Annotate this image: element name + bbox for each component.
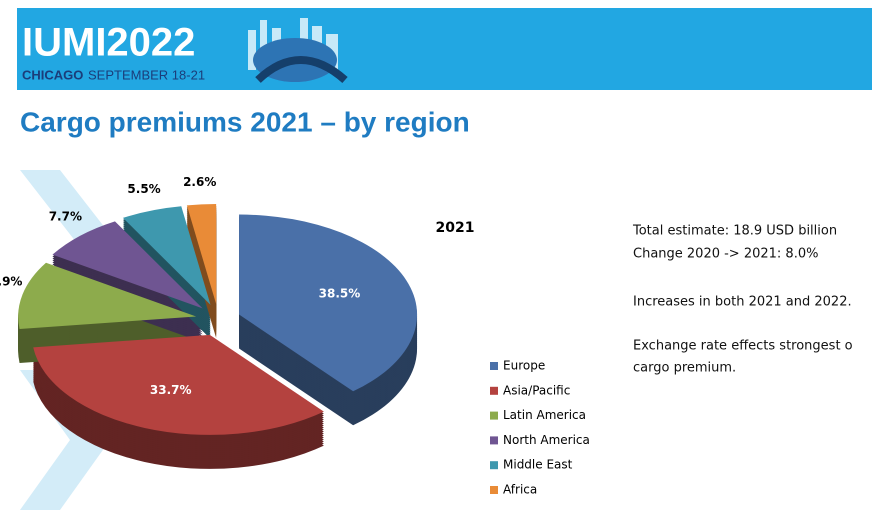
slice	[18, 262, 197, 330]
note-line: Total estimate: 18.9 USD billion	[632, 224, 837, 239]
legend-swatch	[490, 436, 498, 445]
slice	[239, 214, 418, 392]
legend-label: Latin America	[503, 408, 586, 422]
data-label: 2.6%	[183, 175, 216, 189]
slice	[52, 221, 203, 309]
slice	[186, 204, 217, 305]
slice	[122, 206, 211, 305]
slide-title: Cargo premiums 2021 – by region	[20, 106, 470, 137]
legend-swatch	[490, 362, 498, 370]
legend-swatch	[490, 386, 498, 395]
legend-label: Europe	[503, 359, 545, 373]
legend-swatch	[490, 411, 498, 420]
legend-swatch	[490, 461, 498, 470]
note-line: Increases in both 2021 and 2022.	[633, 295, 852, 310]
legend-label: Asia/Pacific	[503, 383, 570, 397]
data-label: 10.9%	[0, 274, 22, 288]
note-line: cargo premium.	[633, 361, 736, 376]
legend-label: Middle East	[503, 458, 573, 472]
legend-label: Africa	[503, 483, 537, 497]
slice	[33, 334, 324, 435]
chart-title: 2021	[436, 220, 475, 236]
logo-skyline	[248, 18, 348, 84]
data-label: 7.7%	[49, 210, 82, 224]
data-label: 38.5%	[319, 287, 361, 301]
legend-label: North America	[503, 433, 590, 447]
legend-swatch	[490, 486, 498, 494]
header-band	[17, 8, 872, 90]
note-line: Change 2020 -> 2021: 8.0%	[633, 247, 818, 262]
note-line: Exchange rate effects strongest o	[633, 339, 853, 354]
data-label: 33.7%	[150, 383, 192, 397]
logo-dates: SEPTEMBER 18-21	[88, 67, 205, 82]
logo: IUMI2022	[22, 21, 195, 65]
data-label: 5.5%	[127, 182, 160, 196]
logo-city: CHICAGO	[22, 67, 83, 82]
